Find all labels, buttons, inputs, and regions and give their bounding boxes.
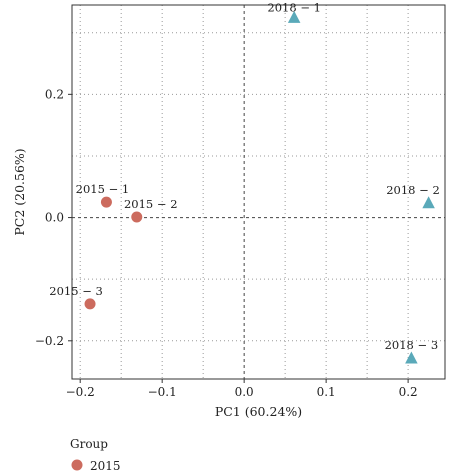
axis-ticks: −0.2 −0.1 0.0 0.1 0.2 −0.2 0.0 0.2 — [35, 87, 418, 399]
y-tick-label-1: 0.0 — [45, 211, 64, 225]
point-label-s0-0: 2015 − 1 — [76, 182, 130, 196]
legend-label-2015: 2015 — [90, 459, 121, 473]
x-axis-title: PC1 (60.24%) — [215, 404, 302, 419]
point-label-s0-1: 2015 − 2 — [124, 197, 178, 211]
x-tick-label-3: 0.1 — [317, 385, 336, 399]
x-tick-label-2: 0.0 — [235, 385, 254, 399]
point-label-s1-0: 2018 − 1 — [267, 0, 321, 14]
point-s0-0 — [100, 196, 112, 208]
point-s0-2 — [84, 298, 96, 310]
x-tick-label-0: −0.2 — [66, 385, 95, 399]
legend-title: Group — [70, 437, 108, 451]
x-tick-label-4: 0.2 — [399, 385, 418, 399]
point-label-s1-1: 2018 − 2 — [386, 183, 440, 197]
data-points — [84, 10, 435, 364]
legend-marker-2015 — [71, 459, 83, 471]
point-s1-0 — [287, 10, 301, 23]
y-tick-label-0: −0.2 — [35, 334, 64, 348]
x-tick-label-1: −0.1 — [148, 385, 177, 399]
legend: Group 2015 — [70, 437, 121, 473]
point-label-s1-2: 2018 − 3 — [385, 338, 439, 352]
point-s1-1 — [422, 196, 435, 209]
y-tick-label-2: 0.2 — [45, 87, 64, 101]
point-s1-2 — [405, 351, 418, 364]
point-s0-1 — [131, 211, 143, 223]
plot-border — [71, 4, 446, 380]
point-label-s0-2: 2015 − 3 — [49, 284, 103, 298]
y-axis-title: PC2 (20.56%) — [12, 148, 27, 235]
